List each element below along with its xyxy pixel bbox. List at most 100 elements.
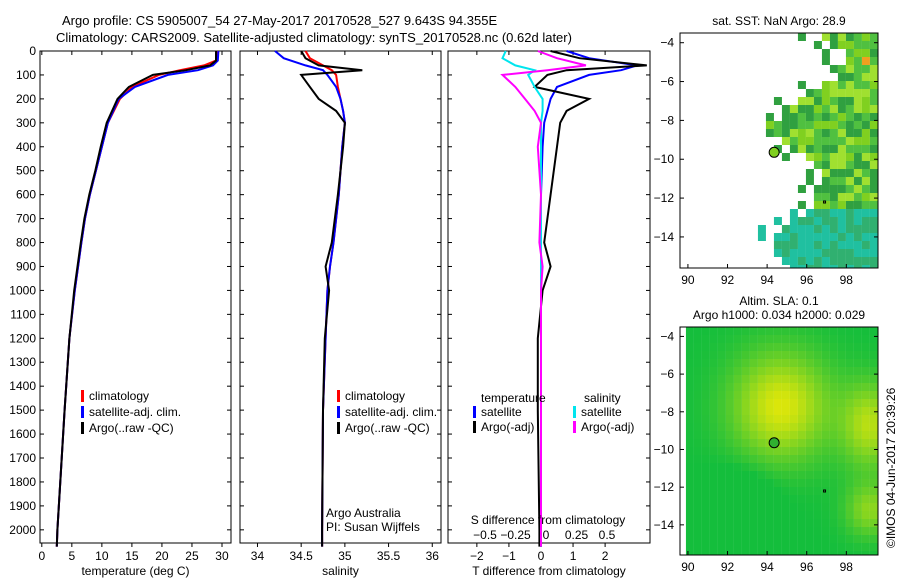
map-cell (773, 503, 782, 511)
map-cell (781, 153, 790, 161)
map-cell (749, 463, 758, 471)
map-cell (837, 201, 846, 209)
map-cell (813, 129, 822, 137)
title-line-2: Climatology: CARS2009. Satellite-adjuste… (56, 30, 572, 45)
map-cell (805, 519, 814, 527)
map-cell (845, 217, 854, 225)
map-cell (853, 209, 862, 217)
map-cell (829, 375, 838, 383)
map-cell (821, 391, 830, 399)
map-cell (797, 81, 806, 89)
map-cell (853, 511, 862, 519)
map-cell (789, 447, 798, 455)
map-cell (765, 113, 774, 121)
map-cell (861, 121, 870, 129)
map-cell (853, 463, 862, 471)
map-cell (797, 375, 806, 383)
map-cell (717, 423, 726, 431)
map-cell (781, 439, 790, 447)
map-cell (829, 383, 838, 391)
map-cell (765, 359, 774, 367)
y-tick-label: −12 (654, 480, 675, 494)
map-cell (813, 217, 822, 225)
map-cell (789, 327, 798, 335)
map-cell (845, 201, 854, 209)
map-cell (693, 511, 702, 519)
map-cell (845, 463, 854, 471)
map-cell (741, 551, 750, 555)
map-cell (869, 431, 878, 439)
map-cell (837, 407, 846, 415)
map-cell (869, 455, 878, 463)
map-cell (693, 367, 702, 375)
map-cell (853, 201, 862, 209)
map-cell (853, 383, 862, 391)
map-cell (789, 511, 798, 519)
map-cell (805, 407, 814, 415)
map-cell (829, 257, 838, 265)
x-tick-label: 90 (681, 273, 695, 287)
map-cell (725, 503, 734, 511)
x-tick-label: 36 (426, 549, 440, 563)
map-cell (869, 335, 878, 343)
legend-swatch (473, 406, 476, 418)
map-cell (869, 73, 878, 81)
map-cell (709, 391, 718, 399)
map-cell (789, 423, 798, 431)
map-cell (845, 49, 854, 57)
map-cell (845, 327, 854, 335)
map-cell (709, 351, 718, 359)
map-cell (853, 249, 862, 257)
map-cell (725, 479, 734, 487)
map-cell (869, 375, 878, 383)
map-cell (765, 511, 774, 519)
map-cell (693, 431, 702, 439)
map-cell (781, 383, 790, 391)
x-tick-label: 90 (681, 560, 695, 574)
profile-line-s-argo-adj- (500, 50, 587, 547)
map-cell (765, 343, 774, 351)
map-cell (869, 233, 878, 241)
map-cell (813, 495, 822, 503)
map-cell (853, 193, 862, 201)
map-cell (837, 527, 846, 535)
map-cell (685, 511, 694, 519)
map-cell (725, 351, 734, 359)
map-cell (845, 265, 854, 268)
map-cell (749, 351, 758, 359)
map-cell (869, 209, 878, 217)
map-cell (781, 415, 790, 423)
map-cell (765, 351, 774, 359)
map-cell (861, 265, 870, 268)
map-cell (781, 447, 790, 455)
map-cell (821, 455, 830, 463)
map-cell (845, 145, 854, 153)
legend-swatch (473, 421, 476, 433)
map-cell (749, 447, 758, 455)
map-cell (701, 487, 710, 495)
map-cell (869, 201, 878, 209)
map-cell (789, 439, 798, 447)
map-cell (789, 359, 798, 367)
map-cell (781, 113, 790, 121)
map-cell (805, 217, 814, 225)
map-cell (725, 383, 734, 391)
map-cell (845, 359, 854, 367)
x2-tick-label: 0.25 (565, 528, 589, 542)
map-cell (733, 407, 742, 415)
map-cell (861, 551, 870, 555)
map-cell (741, 439, 750, 447)
map-cell (781, 519, 790, 527)
map-cell (717, 367, 726, 375)
map-cell (829, 495, 838, 503)
map-cell (861, 65, 870, 73)
map-cell (861, 145, 870, 153)
map-cell (741, 351, 750, 359)
map-cell (757, 415, 766, 423)
map-cell (725, 423, 734, 431)
map-cell (717, 335, 726, 343)
map-cell (845, 249, 854, 257)
map-cell (709, 399, 718, 407)
map-cell (869, 471, 878, 479)
legend-label: Argo(..raw -QC) (89, 421, 174, 435)
